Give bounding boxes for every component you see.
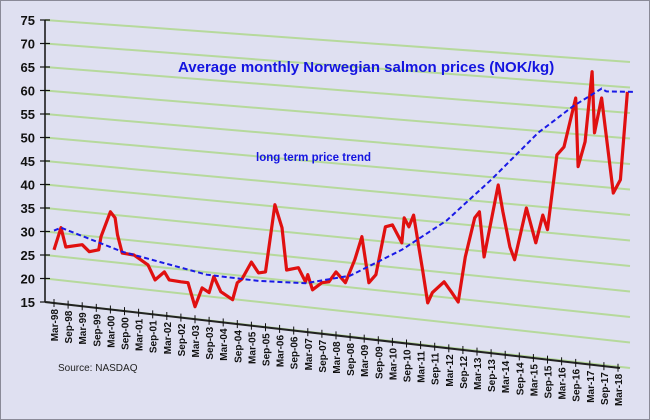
gridline bbox=[44, 160, 631, 216]
y-tick-label: 20 bbox=[21, 272, 35, 287]
gridline bbox=[44, 113, 631, 165]
y-tick-label: 60 bbox=[21, 84, 35, 99]
x-tick-label: Sep-09 bbox=[374, 346, 385, 379]
x-tick-label: Sep-10 bbox=[403, 349, 414, 382]
y-tick-label: 30 bbox=[21, 225, 35, 240]
y-tick-label: 75 bbox=[21, 13, 35, 28]
y-tick-label: 50 bbox=[21, 131, 35, 146]
x-tick-label: Sep-05 bbox=[262, 333, 273, 366]
x-tick-label: Sep-00 bbox=[121, 317, 132, 350]
x-tick-label: Sep-11 bbox=[431, 352, 442, 385]
x-tick-label: Sep-12 bbox=[459, 356, 470, 389]
x-tick-label: Mar-09 bbox=[360, 344, 371, 377]
x-tick-label: Mar-07 bbox=[304, 338, 315, 371]
series-lines bbox=[52, 70, 635, 309]
x-tick-label: Mar-16 bbox=[558, 367, 569, 400]
y-tick-label: 65 bbox=[21, 60, 35, 75]
x-tick-label: Mar-08 bbox=[332, 341, 343, 374]
gridline bbox=[44, 277, 631, 344]
chart-title: Average monthly Norwegian salmon prices … bbox=[178, 59, 554, 76]
source-note: Source: NASDAQ bbox=[58, 363, 138, 374]
gridline bbox=[44, 183, 631, 242]
y-tick-label: 55 bbox=[21, 107, 35, 122]
x-tick-label: Mar-05 bbox=[247, 331, 258, 364]
x-tick-label: Mar-99 bbox=[78, 312, 89, 345]
y-tick-label: 35 bbox=[21, 201, 35, 216]
x-tick-label: Mar-17 bbox=[586, 370, 597, 403]
x-tick-label: Mar-04 bbox=[219, 328, 230, 361]
x-tick-label: Mar-18 bbox=[614, 373, 625, 406]
x-tick-label: Sep-04 bbox=[233, 330, 244, 363]
x-tick-label: Mar-14 bbox=[501, 360, 512, 393]
x-tick-label: Sep-07 bbox=[318, 339, 329, 372]
y-tick-label: 45 bbox=[21, 154, 35, 169]
x-tick-label: Sep-99 bbox=[92, 313, 103, 346]
gridline bbox=[44, 136, 631, 191]
x-tick-label: Sep-08 bbox=[346, 343, 357, 376]
x-tick-label: Mar-11 bbox=[417, 351, 428, 383]
x-tick-label: Mar-02 bbox=[163, 322, 174, 355]
x-tick-label: Sep-16 bbox=[572, 368, 583, 401]
x-tick-label: Mar-98 bbox=[50, 309, 61, 342]
x-tick-label: Mar-13 bbox=[473, 357, 484, 390]
x-tick-label: Sep-15 bbox=[544, 365, 555, 398]
y-tick-label: 70 bbox=[21, 37, 35, 52]
x-tick-label: Mar-01 bbox=[135, 318, 146, 351]
x-tick-label: Mar-15 bbox=[529, 364, 540, 397]
price-line bbox=[52, 70, 629, 309]
x-tick-label: Mar-03 bbox=[191, 325, 202, 358]
x-tick-label: Mar-12 bbox=[445, 354, 456, 387]
y-tick-label: 25 bbox=[21, 248, 35, 263]
x-tick-label: Sep-14 bbox=[515, 362, 526, 395]
x-tick-label: Sep-01 bbox=[149, 320, 160, 353]
gridline bbox=[44, 66, 631, 114]
gridline bbox=[44, 19, 631, 63]
gridline bbox=[44, 89, 631, 140]
gridline bbox=[44, 254, 631, 318]
y-tick-label: 40 bbox=[21, 178, 35, 193]
gridline bbox=[44, 230, 631, 293]
gridline bbox=[44, 207, 631, 267]
x-tick-label: Mar-10 bbox=[388, 347, 399, 380]
x-tick-label: Mar-00 bbox=[106, 315, 117, 348]
trend-line bbox=[53, 87, 635, 285]
x-tick-label: Sep-06 bbox=[290, 336, 301, 369]
gridline bbox=[44, 42, 631, 89]
trend-annotation: long term price trend bbox=[256, 152, 371, 164]
x-axis bbox=[44, 301, 621, 369]
y-tick-label: 15 bbox=[21, 295, 35, 310]
x-tick-label: Mar-06 bbox=[276, 335, 287, 368]
x-tick-label: Sep-02 bbox=[177, 323, 188, 356]
x-tick-label: Sep-17 bbox=[600, 372, 611, 405]
x-tick-label: Sep-13 bbox=[487, 359, 498, 392]
x-tick-label: Sep-98 bbox=[64, 310, 75, 343]
x-tick-label: Sep-03 bbox=[205, 326, 216, 359]
